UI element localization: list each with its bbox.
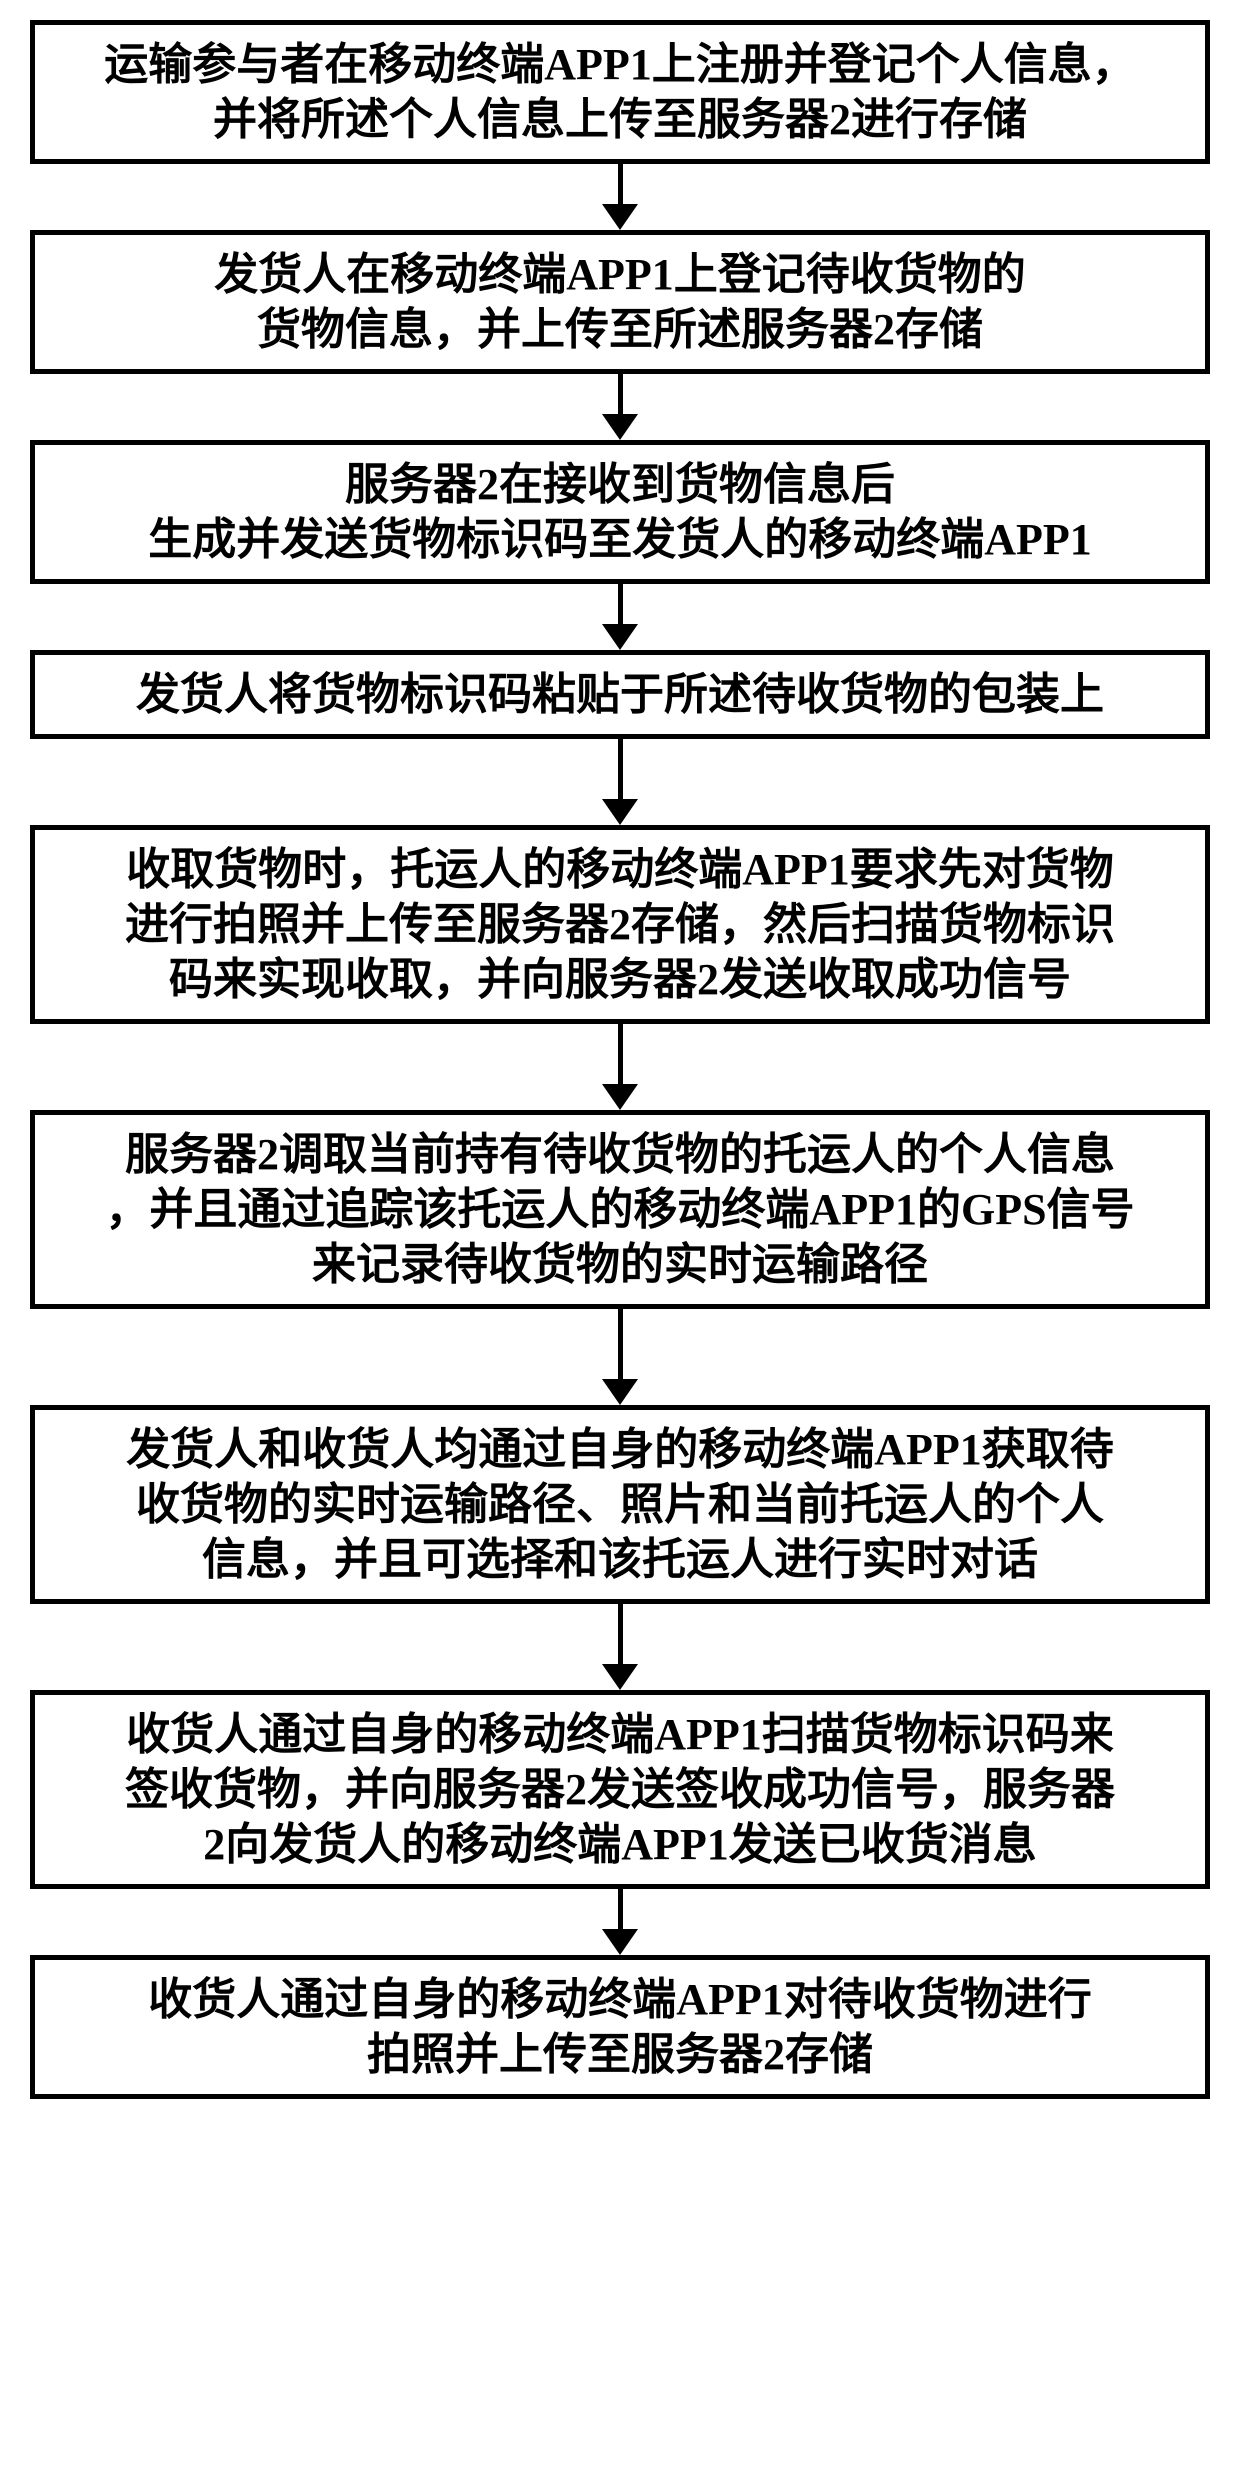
arrow-down-icon: [602, 374, 638, 440]
arrow-down-icon: [602, 739, 638, 825]
flowchart-step-9: 收货人通过自身的移动终端APP1对待收货物进行拍照并上传至服务器2存储: [30, 1955, 1210, 2099]
flowchart-step-2: 发货人在移动终端APP1上登记待收货物的货物信息，并上传至所述服务器2存储: [30, 230, 1210, 374]
step-text-line: 拍照并上传至服务器2存储: [367, 2030, 873, 2079]
arrow-head: [602, 1084, 638, 1110]
arrow-shaft: [618, 584, 623, 624]
arrow-head: [602, 1929, 638, 1955]
step-text-line: 运输参与者在移动终端APP1上注册并登记个人信息，: [104, 40, 1136, 89]
step-text-line: 收取货物时，托运人的移动终端APP1要求先对货物: [126, 845, 1114, 894]
step-text-line: 收货人通过自身的移动终端APP1对待收货物进行: [148, 1975, 1092, 2024]
step-text-line: 2向发货人的移动终端APP1发送已收货消息: [203, 1820, 1037, 1869]
arrow-shaft: [618, 374, 623, 414]
arrow-down-icon: [602, 1889, 638, 1955]
step-text-line: 签收货物，并向服务器2发送签收成功信号，服务器: [125, 1765, 1115, 1814]
arrow-shaft: [618, 1309, 623, 1379]
step-text-line: 信息，并且可选择和该托运人进行实时对话: [202, 1535, 1038, 1584]
step-text-line: 进行拍照并上传至服务器2存储，然后扫描货物标识: [125, 900, 1115, 949]
flowchart-step-3: 服务器2在接收到货物信息后生成并发送货物标识码至发货人的移动终端APP1: [30, 440, 1210, 584]
arrow-head: [602, 1379, 638, 1405]
step-text-line: 发货人和收货人均通过自身的移动终端APP1获取待: [126, 1425, 1114, 1474]
step-text-line: 收货物的实时运输路径、照片和当前托运人的个人: [136, 1480, 1104, 1529]
arrow-head: [602, 624, 638, 650]
step-text-line: 发货人在移动终端APP1上登记待收货物的: [214, 250, 1026, 299]
flowchart-step-8: 收货人通过自身的移动终端APP1扫描货物标识码来签收货物，并向服务器2发送签收成…: [30, 1690, 1210, 1889]
arrow-shaft: [618, 1604, 623, 1664]
step-text-line: 并将所述个人信息上传至服务器2进行存储: [213, 95, 1027, 144]
flowchart-step-7: 发货人和收货人均通过自身的移动终端APP1获取待收货物的实时运输路径、照片和当前…: [30, 1405, 1210, 1604]
step-text-line: 收货人通过自身的移动终端APP1扫描货物标识码来: [126, 1710, 1114, 1759]
arrow-shaft: [618, 1024, 623, 1084]
step-text-line: 货物信息，并上传至所述服务器2存储: [257, 305, 983, 354]
arrow-shaft: [618, 164, 623, 204]
arrow-head: [602, 204, 638, 230]
step-text-line: 服务器2在接收到货物信息后: [345, 460, 895, 509]
step-text-line: 服务器2调取当前持有待收货物的托运人的个人信息: [125, 1130, 1115, 1179]
arrow-head: [602, 799, 638, 825]
arrow-down-icon: [602, 164, 638, 230]
arrow-shaft: [618, 1889, 623, 1929]
arrow-down-icon: [602, 1024, 638, 1110]
arrow-down-icon: [602, 584, 638, 650]
step-text-line: 来记录待收货物的实时运输路径: [312, 1240, 928, 1289]
flowchart-step-1: 运输参与者在移动终端APP1上注册并登记个人信息， 并将所述个人信息上传至服务器2…: [30, 20, 1210, 164]
flowchart-step-5: 收取货物时，托运人的移动终端APP1要求先对货物进行拍照并上传至服务器2存储，然…: [30, 825, 1210, 1024]
step-text-line: 生成并发送货物标识码至发货人的移动终端APP1: [148, 515, 1092, 564]
flowchart-container: 运输参与者在移动终端APP1上注册并登记个人信息， 并将所述个人信息上传至服务器2…: [0, 20, 1240, 2099]
step-text-line: ，并且通过追踪该托运人的移动终端APP1的GPS信号: [105, 1185, 1134, 1234]
arrow-down-icon: [602, 1309, 638, 1405]
arrow-head: [602, 414, 638, 440]
flowchart-step-4: 发货人将货物标识码粘贴于所述待收货物的包装上: [30, 650, 1210, 739]
arrow-down-icon: [602, 1604, 638, 1690]
step-text-line: 发货人将货物标识码粘贴于所述待收货物的包装上: [136, 670, 1104, 719]
arrow-head: [602, 1664, 638, 1690]
flowchart-step-6: 服务器2调取当前持有待收货物的托运人的个人信息 ，并且通过追踪该托运人的移动终端A…: [30, 1110, 1210, 1309]
arrow-shaft: [618, 739, 623, 799]
step-text-line: 码来实现收取，并向服务器2发送收取成功信号: [169, 955, 1071, 1004]
